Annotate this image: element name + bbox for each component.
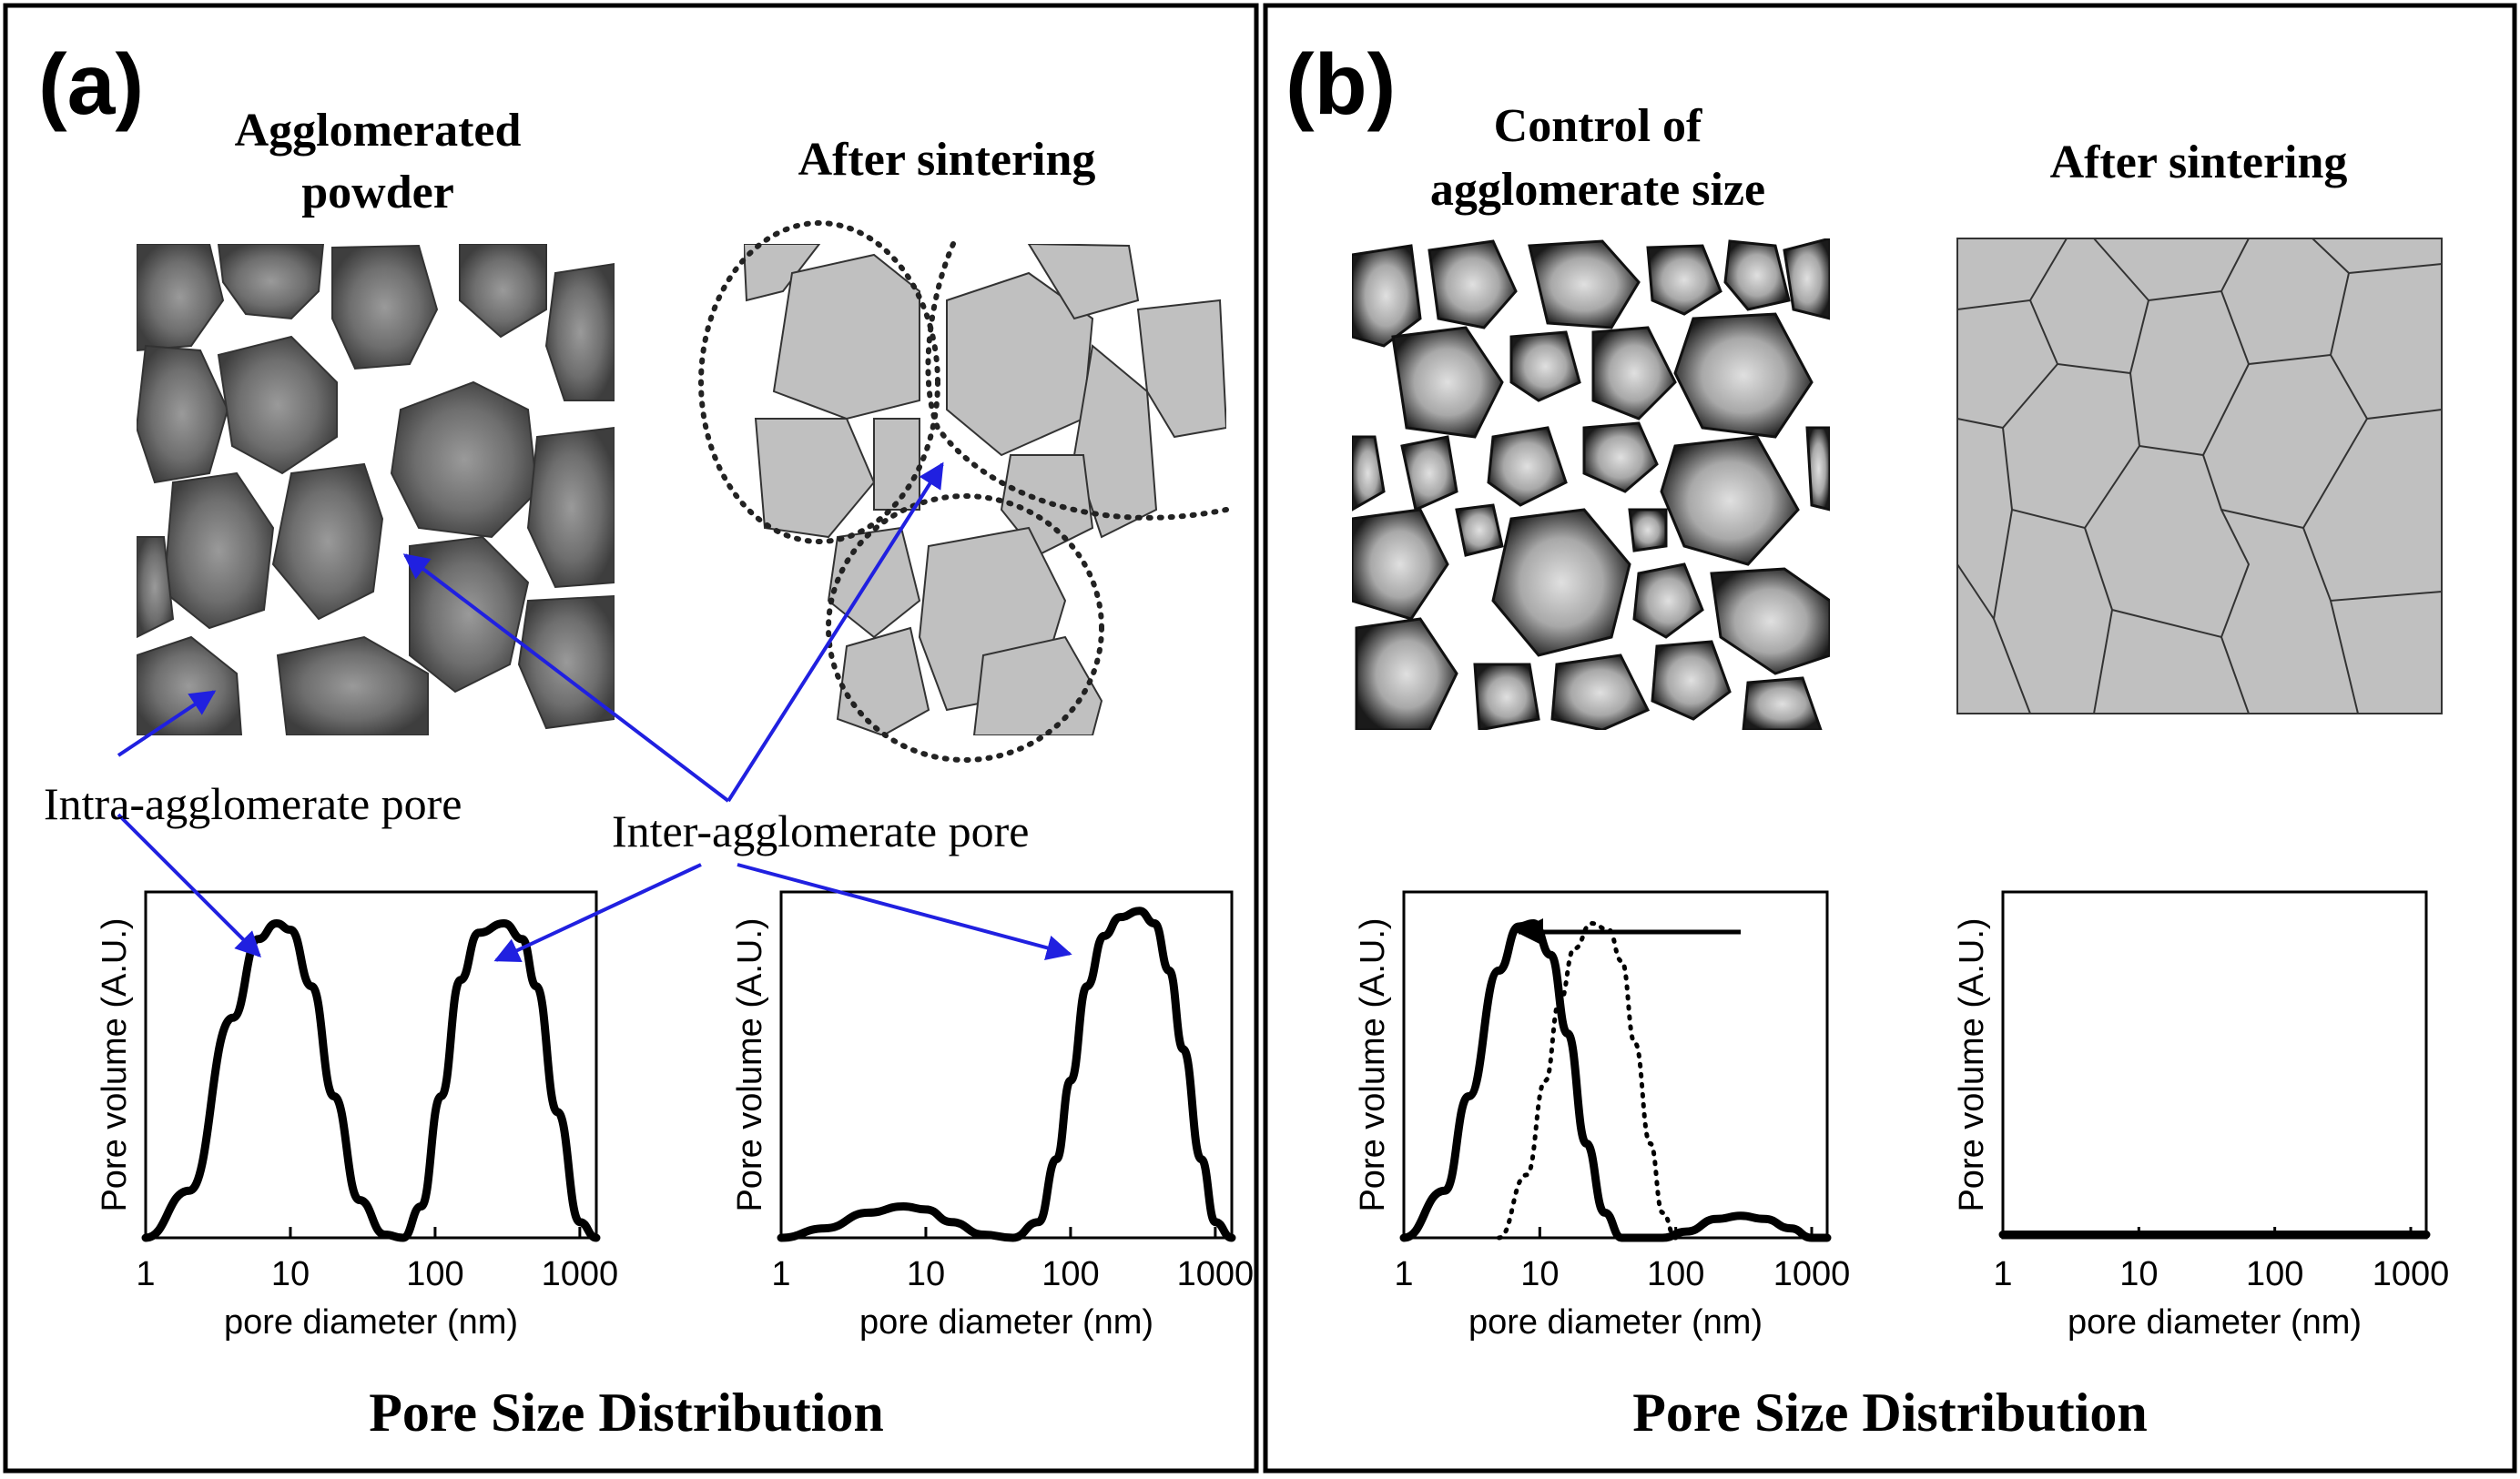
x-tick-label: 1 xyxy=(1993,1255,2012,1293)
x-axis-label: pore diameter (nm) xyxy=(1468,1303,1763,1342)
pore-size-charts: 1 10 100 1000 pore diameter (nm) Pore volume … xyxy=(96,890,2450,1342)
x-tick-label: 1000 xyxy=(1177,1255,1255,1293)
x-tick-label: 100 xyxy=(2246,1255,2303,1293)
arrow-inter-to-chart-a xyxy=(493,863,702,963)
x-tick-label: 1 xyxy=(136,1255,155,1293)
panel-a-title-left-2: powder xyxy=(301,167,454,218)
chart-a-right: 1 10 100 1000 pore diameter (nm) Pore volume … xyxy=(731,890,1255,1342)
x-tick-label: 10 xyxy=(2119,1255,2158,1293)
x-tick-label: 100 xyxy=(406,1255,463,1293)
annotation-arrows xyxy=(117,461,1072,963)
x-tick-label: 1000 xyxy=(542,1255,619,1293)
panel-b-footer: Pore Size Distribution xyxy=(1632,1383,2148,1443)
panel-b-title-left-1: Control of xyxy=(1494,100,1702,152)
x-tick-label: 1 xyxy=(771,1255,790,1293)
panel-a-label: (a) xyxy=(38,36,144,133)
arrow-inter-to-image-b xyxy=(727,461,944,803)
panel-a-footer: Pore Size Distribution xyxy=(369,1383,884,1443)
x-tick-label: 10 xyxy=(1520,1255,1559,1293)
series-line-dotted xyxy=(1496,921,1679,1241)
annotation-intra-agglomerate: Intra-agglomerate pore xyxy=(44,778,462,829)
x-tick-label: 1 xyxy=(1394,1255,1413,1293)
y-axis-label: Pore volume (A.U.) xyxy=(731,917,769,1211)
arrow-intra-to-chart xyxy=(117,813,261,957)
x-tick-label: 100 xyxy=(1647,1255,1704,1293)
y-axis-label: Pore volume (A.U.) xyxy=(1953,917,1991,1211)
annotation-inter-agglomerate: Inter-agglomerate pore xyxy=(612,805,1029,856)
controlled-agglomerates-image xyxy=(1352,238,1830,730)
x-tick-label: 1000 xyxy=(2373,1255,2450,1293)
panel-b-label: (b) xyxy=(1285,36,1396,133)
panel-b-frame xyxy=(1263,3,2517,1474)
x-axis-label: pore diameter (nm) xyxy=(224,1303,518,1342)
x-tick-label: 100 xyxy=(1042,1255,1099,1293)
panel-b-title-left-2: agglomerate size xyxy=(1430,164,1765,216)
x-tick-label: 10 xyxy=(271,1255,310,1293)
x-axis-label: pore diameter (nm) xyxy=(2068,1303,2362,1342)
arrow-intra-to-image xyxy=(117,690,217,757)
panel-b-title-right: After sintering xyxy=(2050,137,2348,188)
chart-frame xyxy=(2001,890,2428,1240)
series-line-solid xyxy=(1399,919,1832,1242)
panel-a-frame xyxy=(3,3,1259,1474)
y-axis-label: Pore volume (A.U.) xyxy=(96,917,134,1211)
agglomerated-powder-image xyxy=(137,244,615,735)
sintered-agglomerates-image xyxy=(698,220,1229,763)
chart-a-left: 1 10 100 1000 pore diameter (nm) Pore volume … xyxy=(96,890,619,1342)
panel-a-title-right: After sintering xyxy=(798,134,1096,186)
chart-b-left: 1 10 100 1000 pore diameter (nm) Pore volume … xyxy=(1354,890,1851,1342)
series-line-solid xyxy=(777,907,1236,1242)
x-axis-label: pore diameter (nm) xyxy=(859,1303,1153,1342)
chart-b-right: 1 10 100 1000 pore diameter (nm) Pore volume … xyxy=(1953,890,2450,1342)
x-tick-label: 10 xyxy=(907,1255,945,1293)
arrow-inter-to-image-a xyxy=(402,553,730,803)
arrow-inter-to-chart-b xyxy=(737,863,1072,960)
panel-a-title-left-1: Agglomerated xyxy=(235,105,522,157)
x-tick-label: 1000 xyxy=(1773,1255,1851,1293)
y-axis-label: Pore volume (A.U.) xyxy=(1354,917,1392,1211)
dense-sintered-image xyxy=(1956,238,2443,714)
